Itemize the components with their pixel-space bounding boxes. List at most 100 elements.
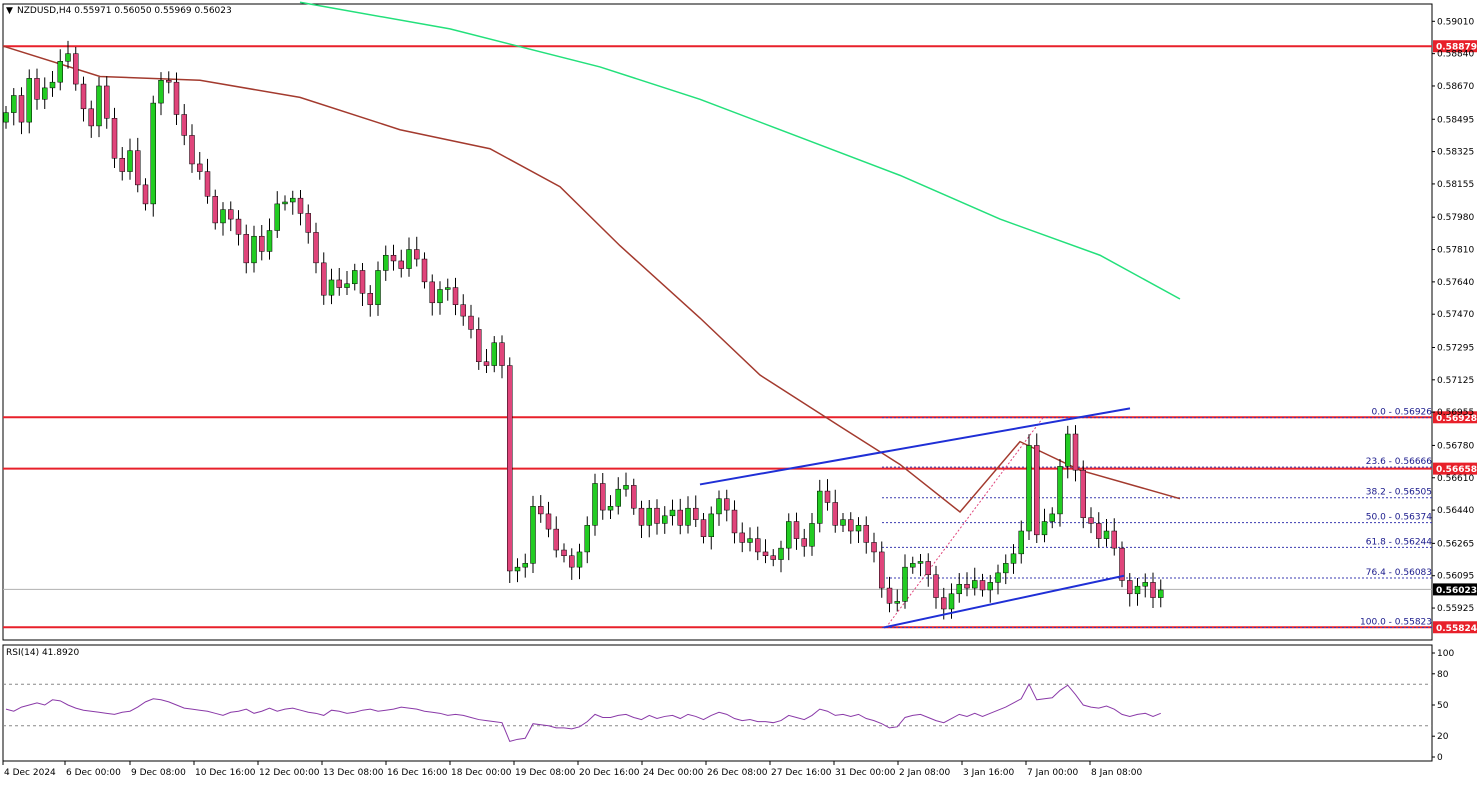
candle-bearish (398, 260, 404, 269)
level-price-label: 0.55824 (1436, 624, 1477, 634)
candle-bearish (933, 574, 939, 598)
candle-bearish (421, 258, 428, 283)
trendlines (699, 407, 1131, 629)
candle-bullish (1026, 445, 1032, 532)
candle-bearish (925, 561, 931, 576)
candle-bearish (553, 528, 559, 551)
time-tick-label: 16 Dec 16:00 (387, 768, 448, 778)
rsi-tick-label: 80 (1437, 670, 1449, 680)
price-tick-label: 0.57125 (1437, 376, 1474, 386)
candle-bullish (669, 509, 676, 517)
rsi-panel: 100 80 50 20 0 (3, 649, 1454, 763)
trendline-lower[interactable] (883, 574, 1125, 629)
candle-bearish (297, 197, 304, 214)
rsi-header: RSI(14) 41.8920 (6, 648, 79, 658)
time-tick-label: 12 Dec 00:00 (259, 768, 320, 778)
candle-bullish (150, 102, 156, 205)
time-tick-label: 2 Jan 08:00 (899, 768, 951, 778)
candle-bearish (305, 213, 311, 233)
price-tick-label: 0.56440 (1437, 506, 1474, 516)
dropdown-triangle-icon[interactable]: ▼ (6, 6, 13, 16)
candle-bullish (809, 523, 815, 547)
candle-bearish (1111, 530, 1117, 549)
fib-level-label: 61.8 - 0.56244 (1366, 537, 1432, 547)
time-tick-label: 19 Dec 08:00 (515, 768, 576, 778)
price-tick-label: 0.56610 (1437, 474, 1474, 484)
candle-bearish (631, 485, 637, 509)
fib-level-label: 23.6 - 0.56666 (1366, 457, 1432, 467)
price-axis: 0.59010 0.58840 0.58670 0.58495 0.58325 0.581… (1432, 17, 1474, 614)
candle-bearish (677, 509, 683, 526)
moving-averages (2, 1, 1181, 514)
candle-bearish (189, 135, 195, 165)
candle-bullish (576, 551, 583, 568)
candle-bearish (700, 519, 707, 537)
time-tick-label: 7 Jan 00:00 (1027, 768, 1079, 778)
candle-bearish (18, 95, 25, 123)
candle-bullish (274, 203, 280, 231)
candle-bearish (770, 555, 776, 560)
candle-bullish (623, 485, 629, 490)
time-tick-label: 3 Jan 16:00 (963, 768, 1015, 778)
candle-bullish (352, 270, 358, 285)
candle-bearish (871, 542, 877, 553)
candle-bearish (654, 507, 660, 524)
trendline-upper[interactable] (699, 407, 1131, 486)
candle-bearish (879, 551, 885, 589)
candle-bullish (716, 498, 722, 515)
time-tick-label: 13 Dec 08:00 (323, 768, 384, 778)
candle-bearish (34, 78, 40, 100)
rsi-tick-label: 0 (1437, 753, 1443, 763)
candle-bullish (592, 483, 598, 526)
fib-level-label: 76.4 - 0.56083 (1366, 568, 1432, 578)
candle-bullish (1134, 585, 1141, 595)
fib-level-label: 38.2 - 0.56505 (1366, 488, 1432, 498)
candle-bearish (1034, 445, 1040, 536)
candle-bullish (49, 81, 56, 89)
chart-frames (2, 3, 1433, 762)
candle-bearish (1072, 433, 1079, 471)
time-tick-label: 6 Dec 00:00 (66, 768, 121, 778)
candle-bullish (344, 283, 350, 288)
candle-bearish (507, 365, 513, 572)
candle-bearish (468, 315, 474, 330)
price-tick-label: 0.57295 (1437, 343, 1474, 353)
candle-bullish (65, 53, 71, 62)
time-tick-label: 4 Dec 2024 (4, 768, 56, 778)
candle-bullish (1142, 582, 1148, 587)
price-tick-label: 0.56955 (1437, 408, 1474, 418)
time-tick-label: 27 Dec 16:00 (771, 768, 832, 778)
candle-bearish (197, 163, 203, 172)
candle-bearish (886, 587, 893, 604)
candle-bearish (80, 83, 87, 110)
candle-bearish (731, 509, 738, 534)
candle-bullish (282, 201, 288, 205)
candle-bearish (359, 270, 366, 294)
candle-bullish (491, 342, 497, 366)
candle-bullish (11, 95, 17, 113)
price-tick-label: 0.58325 (1437, 148, 1474, 158)
candle-bearish (739, 532, 745, 543)
level-price-label: 0.58879 (1436, 43, 1477, 53)
price-tick-label: 0.57470 (1437, 310, 1474, 320)
candle-bullish (855, 525, 862, 532)
candle-bullish (251, 235, 257, 264)
candle-bearish (88, 108, 94, 127)
candle-bearish (259, 235, 265, 252)
rsi-tick-label: 100 (1437, 649, 1454, 659)
rsi-panel-frame (2, 644, 1433, 762)
fibonacci-levels: 0.0 - 0.56926 23.6 - 0.56666 38.2 - 0.5650… (882, 408, 1432, 628)
candle-bullish (902, 566, 908, 602)
candle-bullish (778, 547, 784, 560)
time-tick-label: 18 Dec 00:00 (451, 768, 512, 778)
ma-brown-line (2, 45, 1181, 514)
fib-level-label: 0.0 - 0.56926 (1372, 408, 1433, 418)
candle-bearish (863, 525, 869, 543)
candle-bullish (1065, 433, 1071, 467)
candle-bullish (514, 566, 521, 572)
candle-bearish (111, 118, 118, 159)
candle-bullish (1041, 521, 1048, 536)
candle-bullish (1103, 530, 1110, 539)
price-tick-label: 0.55925 (1437, 604, 1474, 614)
